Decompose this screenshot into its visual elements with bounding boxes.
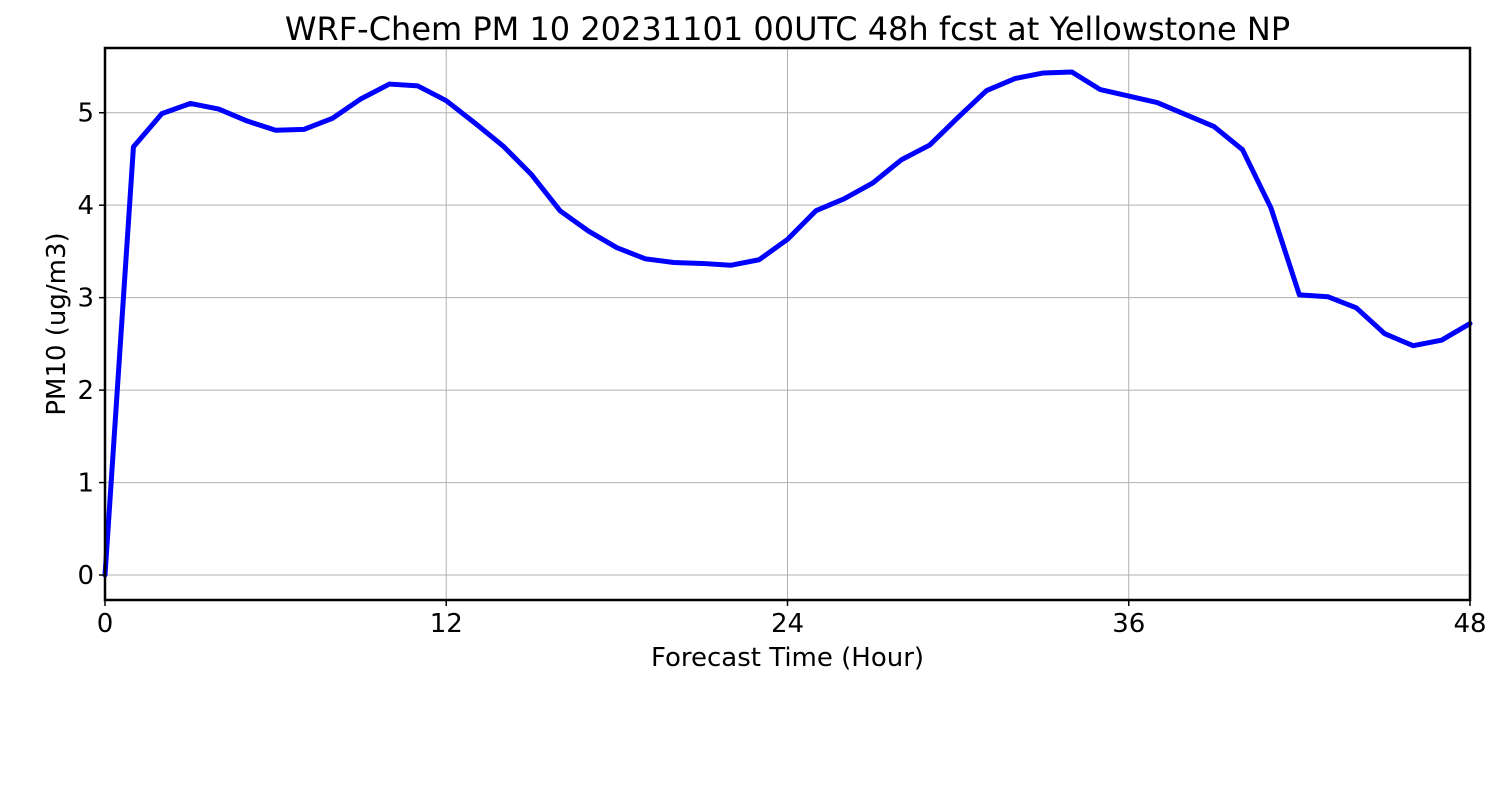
- chart-title: WRF-Chem PM 10 20231101 00UTC 48h fcst a…: [285, 10, 1290, 48]
- y-tick-label: 1: [77, 469, 94, 499]
- pm10-series-line: [102, 69, 1473, 578]
- y-tick-label: 3: [77, 284, 94, 314]
- y-tick-label: 5: [77, 99, 94, 129]
- y-tick-label: 0: [77, 561, 94, 591]
- x-tick-label: 12: [430, 609, 463, 639]
- x-tick-label: 48: [1453, 609, 1486, 639]
- series-group: [102, 69, 1473, 578]
- x-tick-label: 0: [97, 609, 114, 639]
- y-tick-label: 2: [77, 376, 94, 406]
- x-tick-label: 36: [1112, 609, 1145, 639]
- y-tick-label: 4: [77, 191, 94, 221]
- y-axis-label: PM10 (ug/m3): [42, 232, 72, 415]
- x-axis-label: Forecast Time (Hour): [651, 643, 924, 673]
- x-tick-label: 24: [771, 609, 804, 639]
